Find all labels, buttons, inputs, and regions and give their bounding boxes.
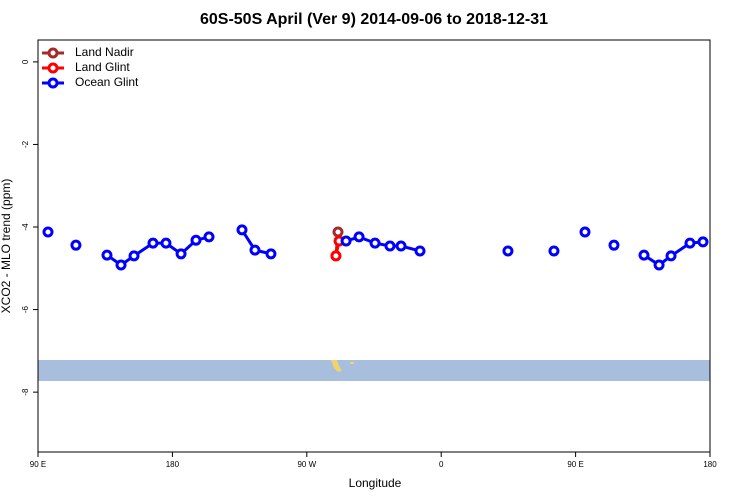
data-point	[369, 237, 381, 249]
y-tick-label: 0	[21, 59, 30, 64]
y-tick-label: -6	[21, 305, 30, 313]
data-point	[101, 249, 113, 261]
data-point	[70, 239, 82, 251]
data-point	[160, 237, 172, 249]
x-tick-label: 180	[703, 460, 717, 469]
legend-marker	[47, 62, 59, 74]
data-point	[175, 248, 187, 260]
x-tick-label: 180	[166, 460, 180, 469]
land-patch	[331, 360, 342, 372]
map-band	[38, 360, 710, 381]
x-tick-label: 0	[439, 460, 444, 469]
data-point	[653, 259, 665, 271]
data-point	[697, 236, 709, 248]
data-point	[203, 231, 215, 243]
x-tick-label: 90 E	[567, 460, 583, 469]
data-point	[608, 239, 620, 251]
data-point	[236, 224, 248, 236]
legend-marker	[47, 47, 59, 59]
y-tick-label: -2	[21, 140, 30, 148]
legend-label: Ocean Glint	[75, 75, 139, 89]
data-point	[684, 237, 696, 249]
data-point	[665, 250, 677, 262]
x-tick-label: 90 W	[297, 460, 316, 469]
data-point	[190, 234, 202, 246]
legend-label: Land Glint	[75, 60, 130, 74]
data-point	[265, 248, 277, 260]
chart-title: 60S-50S April (Ver 9) 2014-09-06 to 2018…	[200, 11, 548, 28]
data-point	[502, 245, 514, 257]
data-point	[128, 250, 140, 262]
data-point	[384, 240, 396, 252]
data-point	[330, 250, 342, 262]
data-point	[638, 249, 650, 261]
data-point	[42, 226, 54, 238]
data-point	[332, 226, 344, 238]
data-point	[147, 237, 159, 249]
data-point	[340, 235, 352, 247]
data-point	[353, 231, 365, 243]
data-point	[395, 240, 407, 252]
y-axis-label: XCO2 - MLO trend (ppm)	[0, 179, 13, 314]
data-point	[414, 245, 426, 257]
plot-frame	[37, 39, 711, 453]
data-point	[579, 226, 591, 238]
data-point	[548, 245, 560, 257]
x-tick-label: 90 E	[30, 460, 46, 469]
y-tick-label: -4	[21, 223, 30, 231]
legend-marker	[47, 77, 59, 89]
land-patch	[350, 362, 354, 364]
x-axis-label: Longitude	[349, 476, 402, 490]
legend-label: Land Nadir	[75, 45, 134, 59]
y-tick-label: -8	[21, 388, 30, 396]
data-point	[249, 244, 261, 256]
data-point	[115, 259, 127, 271]
